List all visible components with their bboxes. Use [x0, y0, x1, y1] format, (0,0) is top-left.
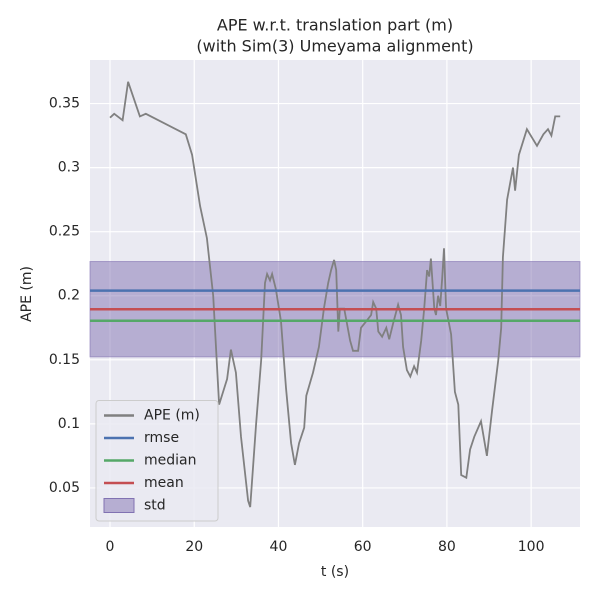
y-tick-label: 0.3	[58, 160, 80, 176]
x-tick-label: 80	[438, 539, 456, 555]
y-tick-label: 0.15	[49, 352, 80, 368]
series-line	[109, 81, 561, 508]
legend-box	[95, 400, 219, 522]
legend-label: median	[144, 453, 196, 469]
x-tick-label: 100	[518, 539, 545, 555]
x-tick-label: 0	[106, 539, 115, 555]
chart-subtitle: (with Sim(3) Umeyama alignment)	[196, 37, 473, 56]
y-axis-label: APE (m)	[19, 266, 35, 322]
legend-label: mean	[144, 475, 184, 491]
x-tick-label: 20	[185, 539, 203, 555]
x-tick-label: 40	[270, 539, 288, 555]
legend-label: rmse	[144, 430, 179, 446]
y-tick-label: 0.25	[49, 224, 80, 240]
legend-label: APE (m)	[144, 408, 200, 424]
y-tick-label: 0.1	[58, 416, 80, 432]
x-axis-label: t (s)	[321, 564, 349, 580]
chart-title: APE w.r.t. translation part (m)	[217, 16, 453, 35]
legend-swatch	[103, 498, 135, 513]
y-tick-label: 0.2	[58, 288, 80, 304]
y-tick-label: 0.35	[49, 96, 80, 112]
x-tick-label: 60	[354, 539, 372, 555]
legend-label: std	[144, 498, 166, 514]
y-tick-label: 0.05	[49, 480, 80, 496]
